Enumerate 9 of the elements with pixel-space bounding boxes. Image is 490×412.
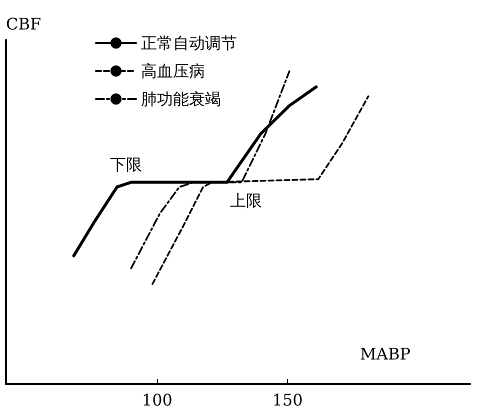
legend-label: 正常自动调节 <box>141 34 237 52</box>
x-tick-label: 100 <box>142 390 172 410</box>
y-axis-title: CBF <box>6 14 42 34</box>
x-axis-title: MABP <box>360 344 411 364</box>
legend-label: 高血压病 <box>141 62 205 80</box>
annotation: 上限 <box>230 190 262 210</box>
x-tick-label: 150 <box>272 390 303 410</box>
annotation: 下限 <box>110 154 142 174</box>
legend-label: 肺功能衰竭 <box>141 90 221 108</box>
